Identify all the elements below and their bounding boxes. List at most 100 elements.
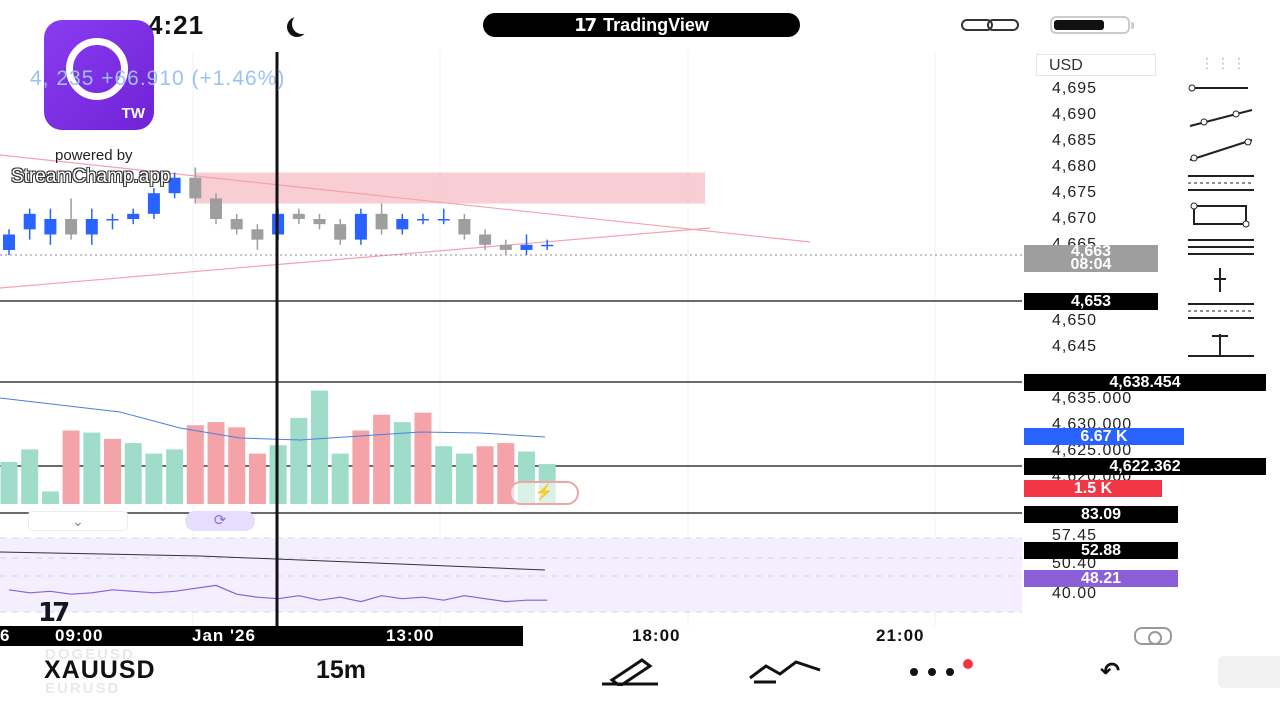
volume-bar (83, 432, 101, 504)
link-icon (961, 19, 1019, 31)
candle-body (292, 213, 305, 219)
candle (127, 208, 140, 225)
price-axis-label: 4,625.000 (1052, 442, 1133, 459)
symbol-next: EURUSD (45, 680, 121, 697)
candle (541, 239, 554, 250)
time-axis-label: Jan '26 (192, 626, 256, 645)
price-axis-label: 4,680 (1052, 158, 1098, 175)
streamchamp-brand: StreamChamp.app (11, 166, 171, 187)
candle (292, 208, 305, 225)
side-menu-tab[interactable] (1218, 656, 1280, 688)
interval-selector[interactable]: 15m (316, 656, 367, 684)
candle-body (127, 213, 140, 219)
drawing-toolbar (1158, 52, 1280, 362)
long-position-tool-icon[interactable] (1180, 330, 1260, 360)
volume-bar (311, 390, 328, 504)
price-axis-label: 4,685 (1052, 132, 1098, 149)
candle (210, 193, 222, 225)
candle-body (44, 219, 57, 235)
time-axis-highlight (0, 626, 523, 646)
cross-line-tool-icon[interactable] (1180, 264, 1260, 294)
price-tag-volume: 1.5 K (1024, 480, 1162, 497)
indicators-icon[interactable] (746, 656, 824, 686)
volume-bar (352, 430, 370, 504)
more-options-icon[interactable] (902, 656, 982, 686)
candle (85, 208, 98, 245)
horizontal-lines-tool-icon[interactable] (1180, 232, 1260, 262)
candle (230, 213, 243, 235)
price-axis-label: 57.45 (1052, 527, 1098, 544)
status-time: 4:21 (148, 10, 205, 40)
ascending-trendline (0, 227, 711, 289)
volume-bar (124, 443, 142, 504)
volume-bar (145, 453, 163, 504)
price-axis-label: 4,645 (1052, 338, 1098, 355)
price-tag-osc-high: 83.09 (1024, 506, 1178, 523)
powered-by-text: powered by (55, 147, 133, 164)
fib-tool-icon[interactable] (1180, 296, 1260, 326)
candle (479, 229, 492, 250)
candle (499, 239, 512, 256)
candle (168, 172, 181, 199)
candle (354, 208, 367, 245)
price-tag-line2-price: 4,638.454 (1024, 374, 1266, 391)
candle (251, 224, 264, 250)
rectangle-tool-icon[interactable] (1180, 200, 1260, 230)
symbol-selector[interactable]: XAUUSD (44, 656, 156, 684)
price-axis-label: 50.40 (1052, 555, 1098, 572)
sync-icon[interactable]: ⟳ (185, 511, 255, 531)
toolbar-handle-icon[interactable]: ⋮⋮⋮ (1200, 56, 1248, 72)
time-axis-label: 09:00 (55, 626, 104, 645)
trend-line-tool-icon[interactable] (1180, 78, 1260, 108)
candle-body (251, 229, 264, 240)
volume-bar (166, 449, 184, 504)
alert-bolt-icon[interactable]: ⚡ (509, 481, 579, 505)
volume-bar (0, 462, 18, 504)
settings-icon[interactable] (1134, 627, 1172, 645)
candle-body (499, 244, 512, 250)
parallel-channel-tool-icon[interactable] (1180, 168, 1260, 198)
volume-bar (186, 425, 204, 504)
streamchamp-logo: TW (44, 20, 154, 130)
undo-icon[interactable]: ↶ (1100, 657, 1121, 685)
volume-bar (228, 427, 246, 504)
tradingview-label: TradingView (603, 14, 709, 35)
pencil-icon[interactable] (598, 656, 664, 686)
price-tag-line-price: 4,653 (1024, 293, 1158, 310)
candle-body (458, 219, 471, 235)
candle (3, 229, 15, 256)
collapse-pane-button[interactable]: ⌄ (28, 511, 128, 531)
extended-line-tool-icon[interactable] (1180, 134, 1260, 164)
logo-badge: TW (121, 105, 145, 122)
volume-bar (62, 430, 80, 504)
candle-body (230, 219, 243, 230)
candle (313, 213, 326, 230)
candle (396, 213, 409, 235)
candle (375, 203, 388, 235)
volume-bar (435, 446, 453, 504)
tradingview-pill[interactable]: 17 TradingView (483, 13, 800, 37)
price-axis-label: 4,650 (1052, 312, 1098, 329)
candle (23, 208, 36, 240)
candle (437, 208, 450, 225)
volume-bar (393, 422, 411, 504)
currency-selector[interactable]: USD (1036, 54, 1156, 76)
volume-bar (207, 422, 225, 504)
ray-tool-icon[interactable] (1180, 104, 1260, 134)
candle-body (541, 244, 554, 247)
price-axis-label: 4,675 (1052, 184, 1098, 201)
descending-trendline (0, 154, 811, 243)
candle-body (520, 244, 533, 250)
candle-body (147, 193, 160, 214)
candle (106, 213, 119, 230)
candle-body (168, 177, 181, 194)
candle-body (23, 213, 36, 230)
candle-body (354, 213, 367, 240)
time-axis-label: 6 (0, 626, 11, 645)
volume-ma-line (0, 397, 546, 441)
candle (458, 213, 471, 240)
trend-lines (0, 154, 1022, 289)
price-change-text: 4, 235 +66.910 (+1.46%) (30, 67, 286, 90)
oscillator-band (0, 538, 1022, 612)
